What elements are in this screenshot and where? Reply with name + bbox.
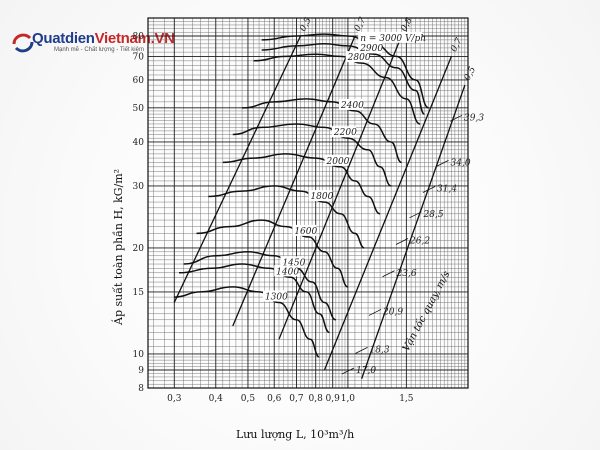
y-tick-label: 10: [133, 350, 145, 360]
tip-speed-label: 31,4: [437, 185, 457, 195]
plot-frame: [147, 17, 469, 389]
y-tick-label: 20: [133, 244, 145, 254]
rpm-label: 2800: [347, 53, 371, 63]
rpm-label-bg: [358, 42, 383, 54]
tip-speed-tick: [436, 160, 449, 167]
rpm-label-bg: [308, 190, 333, 202]
rpm-curve: [253, 53, 421, 125]
rpm-label-bg: [345, 51, 370, 63]
x-tick-label: 1,0: [341, 394, 356, 404]
brand-logo[interactable]: QuatdienVietnam.VN Mạnh mẽ - Chất lượng …: [10, 28, 175, 64]
tip-speed-tick: [395, 238, 409, 245]
rpm-label: 1800: [310, 192, 333, 202]
rpm-label-bg: [274, 265, 299, 277]
y-tick-label: 50: [133, 104, 145, 114]
y-axis-label: Áp suất toàn phần H, kG/m²: [111, 169, 125, 326]
y-tick-label: 8: [138, 384, 144, 394]
y-tick-label: 40: [133, 138, 145, 148]
y-tick-labels: 8 9 10 15 20 30 40 50 60 70 80: [133, 32, 145, 394]
tip-speed-tick: [382, 270, 395, 278]
x-tick-label: 0,3: [167, 394, 182, 404]
y-tick-label: 30: [133, 182, 145, 192]
efficiency-line: [323, 56, 453, 371]
tip-speed-tick: [355, 347, 368, 354]
tip-speed-label: 39,3: [464, 113, 484, 123]
tip-speed-label: 26,2: [409, 236, 430, 246]
rpm-label: 2400: [340, 101, 364, 111]
rpm-label: 2900: [359, 44, 383, 54]
x-tick-label: 1,5: [399, 394, 414, 404]
rpm-curve: [208, 185, 365, 249]
rpm-label: 1300: [265, 292, 288, 302]
rpm-label: 1400: [276, 267, 299, 277]
logo-brand-text: QuatdienVietnam.VN: [32, 30, 175, 47]
rpm-label: 2000: [326, 157, 350, 167]
tip-speed-label: 23,6: [396, 269, 417, 279]
rpm-label-bg: [338, 98, 363, 110]
efficiency-line: [173, 35, 302, 303]
tip-speed-labels: 39,3 34,0 31,4 28,5 26,2 23,6 20,9 18,3 17,0: [341, 113, 484, 376]
major-grid: [147, 17, 469, 389]
rpm-label-bg: [331, 126, 356, 138]
y-tick-label: 80: [133, 32, 145, 42]
efficiency-line: [232, 35, 356, 327]
tip-speed-tick: [449, 114, 463, 122]
rpm-label: 2200: [333, 128, 357, 138]
rpm-label-bg: [262, 290, 287, 302]
tip-speed-tick: [368, 309, 382, 316]
rpm-label-bg: [280, 256, 305, 268]
y-tick-label: 70: [133, 52, 145, 62]
x-axis-label: Lưu lượng L, 10³m³/h: [236, 428, 354, 441]
rpm-label: n = 3000 V/ph: [360, 34, 426, 44]
rpm-label: 1600: [294, 227, 317, 237]
tip-speed-tick: [341, 367, 355, 375]
rpm-curve: [196, 219, 349, 288]
x-tick-label: 0,4: [209, 394, 224, 404]
x-tick-labels: 0,3 0,4 0,5 0,6 0,7 0,8 0,9 1,0 1,5: [167, 394, 414, 404]
tip-speed-tick: [422, 186, 436, 193]
logo-brand-main: Quatdien: [32, 30, 95, 47]
x-tick-label: 0,9: [326, 394, 341, 404]
tip-speed-label: 17,0: [356, 366, 376, 376]
tip-speed-label: 28,5: [423, 210, 444, 220]
rpm-label-bg: [324, 154, 349, 166]
efficiency-line: [278, 35, 403, 340]
logo-tagline: Mạnh mẽ - Chất lượng - Tiết kiệm: [54, 47, 144, 53]
tip-speed-label: 20,9: [382, 307, 403, 317]
logo-swirl-icon: [12, 33, 34, 53]
tip-speed-tick: [409, 211, 422, 219]
y-tick-label: 60: [133, 76, 145, 86]
tip-speed-label: 34,0: [451, 158, 471, 168]
x-tick-label: 0,7: [289, 394, 304, 404]
efficiency-line: [361, 84, 466, 379]
x-tick-label: 0,6: [267, 394, 282, 404]
y-tick-label: 9: [138, 366, 144, 376]
y-tick-label: 15: [133, 288, 145, 298]
rpm-label-bg: [358, 31, 423, 43]
rpm-label: 1450: [282, 258, 305, 268]
logo-brand-vn: Vietnam.VN: [94, 30, 175, 47]
x-tick-label: 0,8: [309, 394, 324, 404]
tip-speed-label: 18,3: [370, 345, 390, 355]
x-tick-label: 0,5: [241, 394, 256, 404]
rpm-label-bg: [292, 224, 317, 236]
